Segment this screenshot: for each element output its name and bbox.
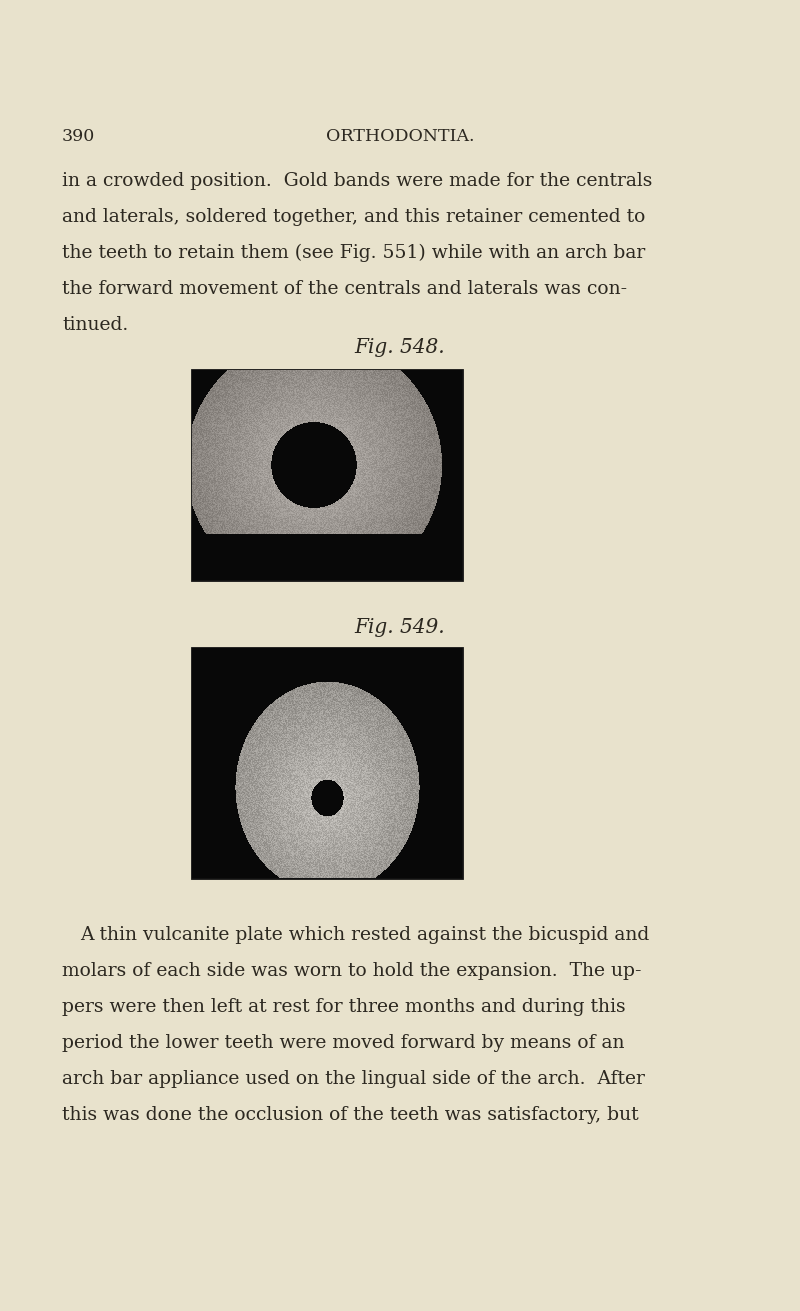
Text: the teeth to retain them (see Fig. 551) while with an arch bar: the teeth to retain them (see Fig. 551) … [62,244,646,262]
Text: pers were then left at rest for three months and during this: pers were then left at rest for three mo… [62,998,626,1016]
Text: period the lower teeth were moved forward by means of an: period the lower teeth were moved forwar… [62,1034,625,1051]
Text: Fig. 548.: Fig. 548. [354,338,446,357]
Text: ORTHODONTIA.: ORTHODONTIA. [326,128,474,146]
Text: the forward movement of the centrals and laterals was con-: the forward movement of the centrals and… [62,281,627,298]
Text: arch bar appliance used on the lingual side of the arch.  After: arch bar appliance used on the lingual s… [62,1070,645,1088]
Text: A thin vulcanite plate which rested against the bicuspid and: A thin vulcanite plate which rested agai… [80,926,650,944]
Bar [192,648,462,878]
Text: tinued.: tinued. [62,316,128,334]
Text: and laterals, soldered together, and this retainer cemented to: and laterals, soldered together, and thi… [62,208,646,225]
Text: Fig. 549.: Fig. 549. [354,617,446,637]
Text: this was done the occlusion of the teeth was satisfactory, but: this was done the occlusion of the teeth… [62,1106,638,1124]
Text: in a crowded position.  Gold bands were made for the centrals: in a crowded position. Gold bands were m… [62,172,652,190]
Text: molars of each side was worn to hold the expansion.  The up-: molars of each side was worn to hold the… [62,962,642,981]
Text: 390: 390 [62,128,95,146]
Bar [192,370,462,579]
